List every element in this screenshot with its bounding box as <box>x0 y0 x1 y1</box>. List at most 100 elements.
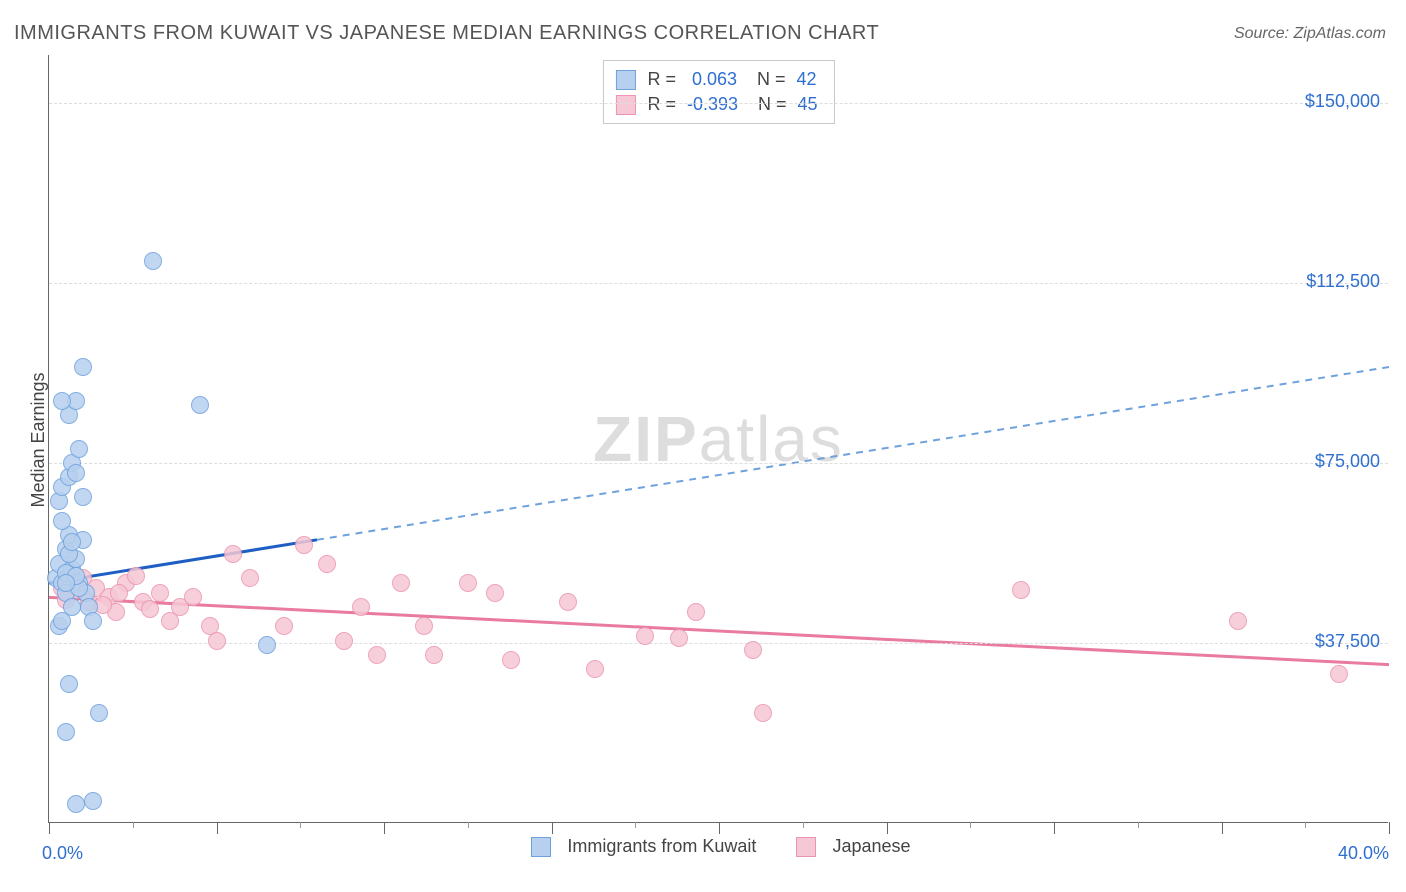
x-tick-minor <box>300 822 301 828</box>
legend-stats-box: R = 0.063 N = 42 R = -0.393 N = 45 <box>602 60 834 124</box>
series-b-point <box>110 584 128 602</box>
x-tick-minor <box>133 822 134 828</box>
x-tick-minor <box>1305 822 1306 828</box>
legend-swatch <box>615 70 635 90</box>
series-b-point <box>744 641 762 659</box>
x-tick-minor <box>468 822 469 828</box>
x-tick-minor <box>970 822 971 828</box>
x-axis-min-label: 0.0% <box>42 843 83 864</box>
series-b-point <box>208 632 226 650</box>
series-b-point <box>1330 665 1348 683</box>
series-b-point <box>392 574 410 592</box>
legend-n-label: N = <box>758 92 787 117</box>
gridline <box>49 283 1388 284</box>
x-tick-minor <box>635 822 636 828</box>
gridline <box>49 103 1388 104</box>
series-b-point <box>586 660 604 678</box>
series-a-point <box>191 396 209 414</box>
legend-row-series_b: R = -0.393 N = 45 <box>615 92 817 117</box>
series-a-point <box>258 636 276 654</box>
series-b-point <box>670 629 688 647</box>
series-a-point <box>60 675 78 693</box>
legend-n-label: N = <box>757 67 786 92</box>
series-b-point <box>224 545 242 563</box>
series-a-point <box>74 488 92 506</box>
x-tick-major <box>384 822 385 834</box>
series-a-point <box>74 358 92 376</box>
series-b-point <box>368 646 386 664</box>
series-b-point <box>335 632 353 650</box>
y-tick-label: $112,500 <box>1260 271 1380 292</box>
y-tick-label: $150,000 <box>1260 91 1380 112</box>
x-tick-minor <box>1138 822 1139 828</box>
series-b-point <box>275 617 293 635</box>
series-a-point <box>53 612 71 630</box>
series-b-point <box>151 584 169 602</box>
series-a-point <box>67 795 85 813</box>
x-tick-major <box>1389 822 1390 834</box>
series-b-point <box>425 646 443 664</box>
series-b-point <box>559 593 577 611</box>
legend-swatch <box>796 837 816 857</box>
series-legend-item: Japanese <box>796 836 910 857</box>
series-b-point <box>636 627 654 645</box>
x-tick-major <box>1222 822 1223 834</box>
legend-r-value: 0.063 <box>682 67 737 92</box>
y-tick-label: $75,000 <box>1260 451 1380 472</box>
series-b-point <box>352 598 370 616</box>
source-credit: Source: ZipAtlas.com <box>1234 25 1386 43</box>
watermark: ZIPatlas <box>593 402 844 476</box>
gridline <box>49 643 1388 644</box>
series-b-point <box>502 651 520 669</box>
series-a-point <box>144 252 162 270</box>
x-tick-major <box>1054 822 1055 834</box>
y-axis-title: Median Earnings <box>28 372 49 507</box>
x-tick-major <box>887 822 888 834</box>
series-b-point <box>754 704 772 722</box>
series-b-point <box>141 600 159 618</box>
plot-area: ZIPatlas R = 0.063 N = 42 R = -0.393 N = 45… <box>48 55 1388 823</box>
series-a-point <box>70 440 88 458</box>
series-b-point <box>241 569 259 587</box>
series-b-point <box>1012 581 1030 599</box>
series-legend-label: Immigrants from Kuwait <box>567 836 756 857</box>
legend-swatch <box>531 837 551 857</box>
legend-row-series_a: R = 0.063 N = 42 <box>615 67 817 92</box>
series-a-point <box>53 392 71 410</box>
trend-line <box>317 367 1389 540</box>
series-a-point <box>53 512 71 530</box>
series-a-point <box>84 612 102 630</box>
trendlines <box>49 55 1389 823</box>
series-b-point <box>127 567 145 585</box>
series-b-point <box>184 588 202 606</box>
chart-title: IMMIGRANTS FROM KUWAIT VS JAPANESE MEDIA… <box>14 22 879 45</box>
y-tick-label: $37,500 <box>1260 631 1380 652</box>
series-b-point <box>687 603 705 621</box>
legend-r-label: R = <box>647 92 676 117</box>
trend-line <box>49 597 1389 664</box>
series-a-point <box>57 723 75 741</box>
series-legend-item: Immigrants from Kuwait <box>531 836 756 857</box>
series-legend: Immigrants from Kuwait Japanese <box>531 836 910 857</box>
x-tick-major <box>217 822 218 834</box>
x-axis-max-label: 40.0% <box>1338 843 1389 864</box>
legend-r-label: R = <box>647 67 676 92</box>
x-tick-major <box>49 822 50 834</box>
legend-n-value: 45 <box>793 92 818 117</box>
series-legend-label: Japanese <box>832 836 910 857</box>
x-tick-major <box>719 822 720 834</box>
legend-r-value: -0.393 <box>682 92 738 117</box>
series-b-point <box>486 584 504 602</box>
series-b-point <box>415 617 433 635</box>
legend-n-value: 42 <box>792 67 817 92</box>
series-a-point <box>84 792 102 810</box>
series-b-point <box>1229 612 1247 630</box>
series-b-point <box>459 574 477 592</box>
series-b-point <box>318 555 336 573</box>
chart-root: IMMIGRANTS FROM KUWAIT VS JAPANESE MEDIA… <box>0 0 1406 892</box>
x-tick-major <box>552 822 553 834</box>
x-tick-minor <box>803 822 804 828</box>
series-a-point <box>63 533 81 551</box>
series-b-point <box>295 536 313 554</box>
gridline <box>49 463 1388 464</box>
